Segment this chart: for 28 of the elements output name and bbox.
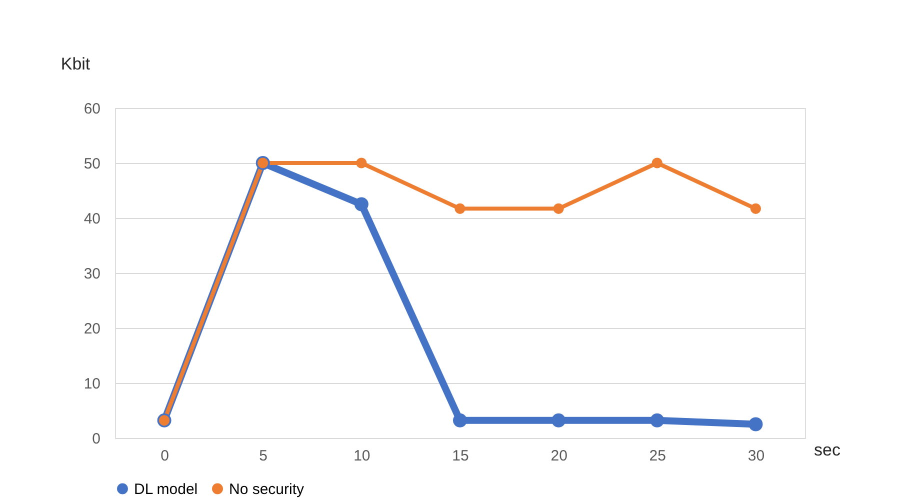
y-tick-label: 50	[84, 156, 100, 172]
point	[652, 158, 662, 168]
point	[748, 417, 763, 432]
point	[453, 413, 467, 428]
point	[750, 203, 762, 214]
x-axis-title: sec	[814, 440, 841, 460]
x-tick-label: 30	[748, 448, 765, 464]
point	[552, 413, 566, 428]
x-tick-label: 0	[160, 448, 169, 464]
x-tick-label: 5	[259, 448, 268, 464]
point	[356, 158, 367, 168]
legend-label: DL model	[134, 480, 198, 498]
legend-label: No security	[229, 480, 305, 498]
x-tick-label: 20	[550, 448, 568, 464]
y-tick-label: 40	[84, 210, 100, 228]
y-tick-label: 10	[84, 376, 100, 392]
y-tick-label: 30	[84, 266, 100, 282]
x-tick-label: 10	[354, 448, 370, 464]
y-tick-label: 60	[84, 100, 100, 118]
y-axis-title: Kbit	[60, 54, 90, 74]
x-tick-label: 15	[452, 448, 469, 464]
y-tick-label: 0	[92, 430, 100, 448]
point	[553, 203, 564, 214]
point	[354, 197, 368, 212]
point	[454, 203, 466, 214]
y-tick-label: 20	[84, 320, 100, 338]
point	[650, 413, 664, 428]
x-tick-label: 25	[649, 448, 666, 464]
